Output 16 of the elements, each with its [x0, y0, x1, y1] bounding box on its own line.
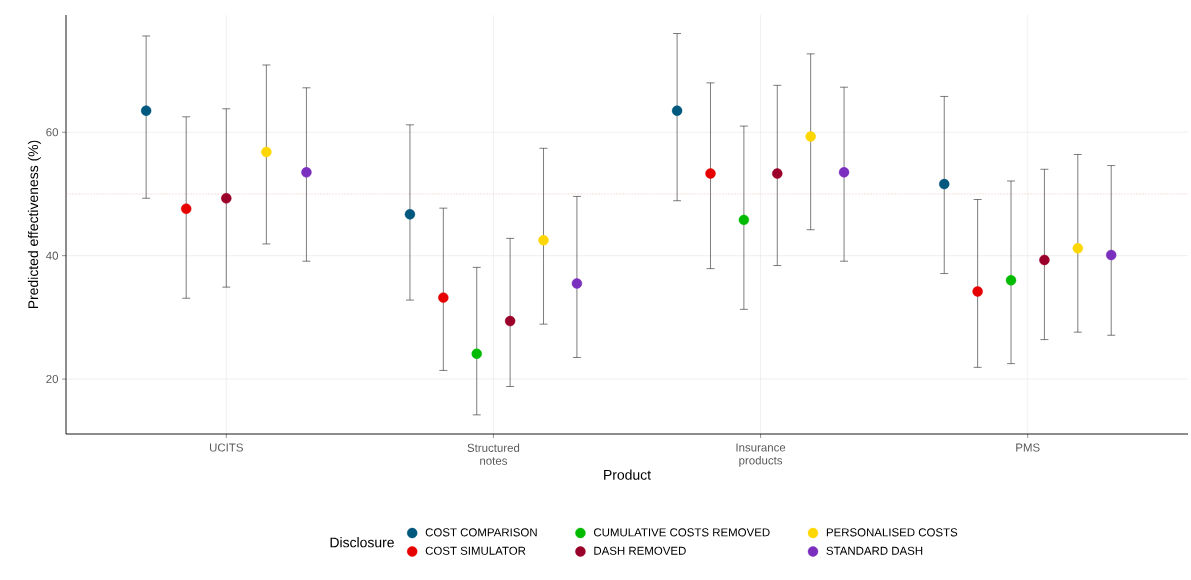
y-tick-label: 20	[46, 375, 59, 384]
legend-title: Disclosure	[330, 537, 394, 548]
x-tick-label: PMS	[1016, 443, 1040, 452]
legend-label: DASH REMOVED	[594, 546, 686, 555]
legend-label: COST COMPARISON	[425, 528, 537, 537]
legend-label: CUMULATIVE COSTS REMOVED	[593, 528, 770, 537]
y-tick-label: 60	[46, 128, 59, 137]
legend-label: PERSONALISED COSTS	[826, 528, 958, 537]
x-tick-label: UCITS	[209, 443, 243, 452]
x-axis-title: Product	[604, 469, 651, 480]
legend-label: STANDARD DASH	[826, 546, 923, 555]
x-tick-label: Structured notes	[467, 443, 520, 465]
legend-label: COST SIMULATOR	[425, 546, 526, 555]
x-tick-label: Insurance products	[736, 443, 786, 467]
y-tick-label: 40	[46, 251, 59, 260]
y-axis-title: Predicted effectiveness (%)	[27, 140, 41, 309]
